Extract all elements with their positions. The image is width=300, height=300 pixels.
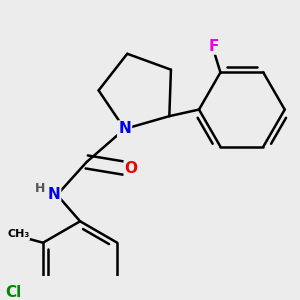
Text: F: F: [208, 39, 219, 54]
Text: N: N: [47, 188, 60, 202]
Text: N: N: [118, 122, 131, 136]
Text: CH₃: CH₃: [7, 230, 29, 239]
Text: O: O: [125, 161, 138, 176]
Text: H: H: [35, 182, 45, 196]
Text: Cl: Cl: [5, 285, 21, 300]
